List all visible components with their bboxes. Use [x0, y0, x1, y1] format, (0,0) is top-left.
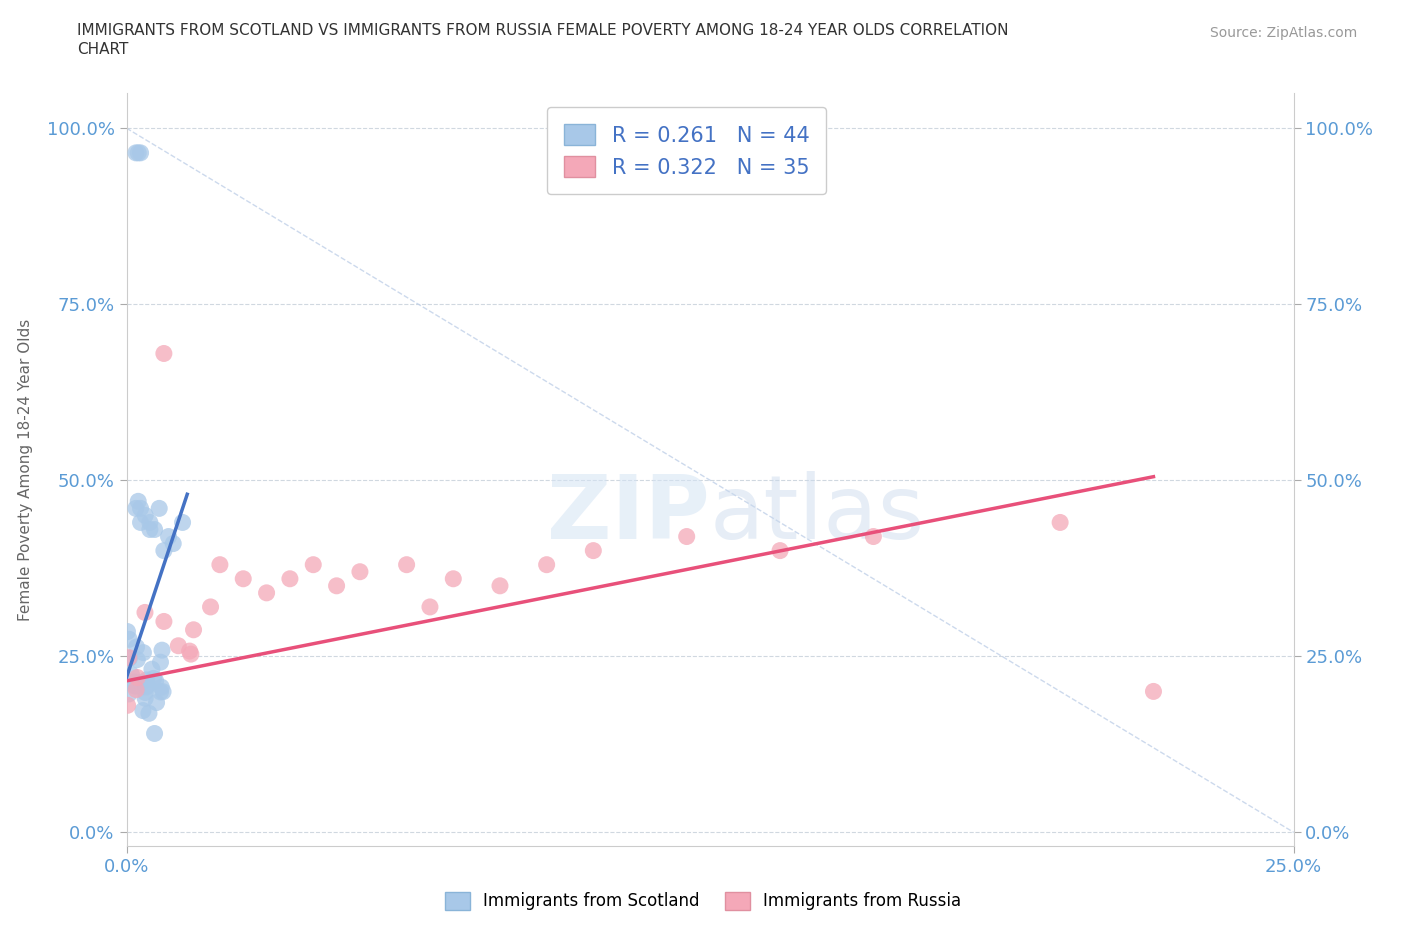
Point: [145, 673, 167, 688]
Point: [278, 571, 301, 586]
Point: [489, 578, 512, 593]
Point: [121, 668, 143, 683]
Legend: Immigrants from Scotland, Immigrants from Russia: Immigrants from Scotland, Immigrants fro…: [439, 885, 967, 917]
Point: [136, 678, 159, 693]
Point: [129, 501, 152, 516]
Point: [127, 671, 149, 685]
Point: [129, 675, 152, 690]
Point: [208, 557, 231, 572]
Point: [157, 529, 180, 544]
Point: [1049, 515, 1071, 530]
Point: [536, 557, 558, 572]
Point: [143, 522, 166, 537]
Point: [419, 600, 441, 615]
Point: [129, 145, 152, 160]
Point: [180, 646, 202, 661]
Point: [149, 684, 172, 699]
Point: [132, 645, 155, 660]
Text: atlas: atlas: [710, 472, 925, 558]
Point: [179, 644, 201, 658]
Point: [117, 698, 139, 712]
Point: [125, 640, 148, 655]
Point: [118, 651, 141, 666]
Point: [152, 684, 174, 699]
Point: [132, 703, 155, 718]
Point: [125, 501, 148, 516]
Point: [153, 543, 176, 558]
Point: [675, 529, 697, 544]
Point: [135, 672, 157, 687]
Point: [349, 565, 371, 579]
Point: [153, 614, 176, 629]
Point: [325, 578, 347, 593]
Point: [1142, 684, 1164, 698]
Point: [167, 638, 190, 653]
Point: [118, 631, 141, 646]
Point: [127, 494, 149, 509]
Point: [172, 515, 194, 530]
Point: [232, 571, 254, 586]
Point: [145, 695, 167, 710]
Point: [150, 680, 173, 695]
Point: [134, 685, 156, 700]
Y-axis label: Female Poverty Among 18-24 Year Olds: Female Poverty Among 18-24 Year Olds: [18, 318, 32, 621]
Point: [138, 706, 160, 721]
Point: [395, 557, 418, 572]
Point: [135, 680, 157, 695]
Point: [862, 529, 884, 544]
Point: [769, 543, 792, 558]
Point: [200, 600, 222, 615]
Point: [153, 346, 176, 361]
Text: Source: ZipAtlas.com: Source: ZipAtlas.com: [1209, 26, 1357, 40]
Point: [150, 643, 173, 658]
Point: [118, 686, 141, 701]
Text: ZIP: ZIP: [547, 472, 710, 558]
Point: [441, 571, 464, 586]
Point: [582, 543, 605, 558]
Point: [127, 145, 149, 160]
Point: [125, 145, 148, 160]
Point: [139, 522, 162, 537]
Point: [134, 691, 156, 706]
Point: [125, 683, 148, 698]
Point: [149, 655, 172, 670]
Point: [302, 557, 325, 572]
Point: [143, 726, 166, 741]
Legend: R = 0.261   N = 44, R = 0.322   N = 35: R = 0.261 N = 44, R = 0.322 N = 35: [547, 107, 827, 194]
Point: [127, 652, 149, 667]
Text: IMMIGRANTS FROM SCOTLAND VS IMMIGRANTS FROM RUSSIA FEMALE POVERTY AMONG 18-24 YE: IMMIGRANTS FROM SCOTLAND VS IMMIGRANTS F…: [77, 23, 1010, 38]
Point: [183, 622, 205, 637]
Point: [139, 515, 162, 530]
Point: [129, 515, 152, 530]
Point: [142, 671, 165, 685]
Point: [134, 605, 156, 620]
Text: CHART: CHART: [77, 42, 129, 57]
Point: [117, 624, 139, 639]
Point: [124, 679, 146, 694]
Point: [162, 536, 184, 551]
Point: [141, 662, 163, 677]
Point: [134, 508, 156, 523]
Point: [118, 650, 141, 665]
Point: [256, 585, 278, 600]
Point: [124, 674, 146, 689]
Point: [148, 501, 170, 516]
